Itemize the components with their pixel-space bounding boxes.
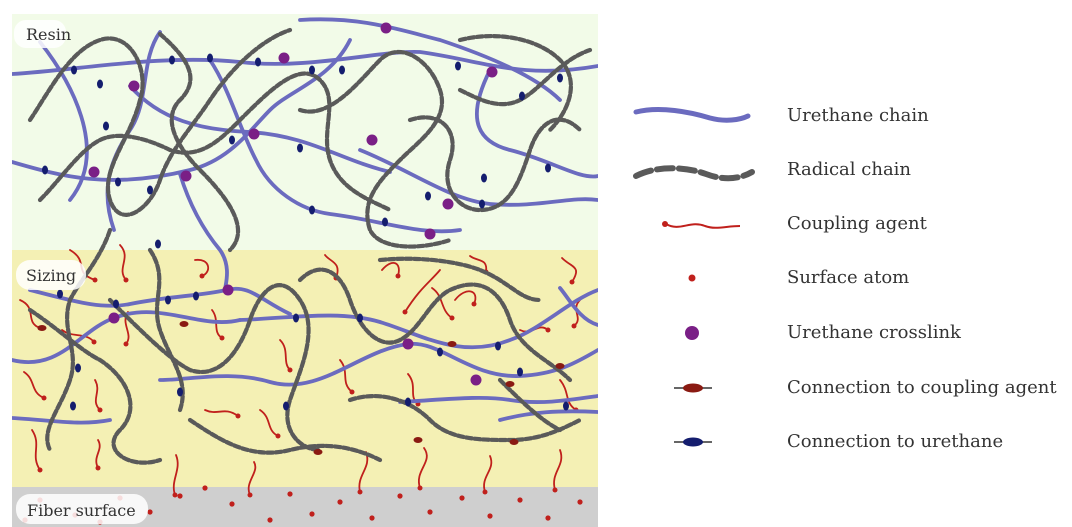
svg-text:Urethane chain: Urethane chain: [787, 105, 929, 126]
radical-chain: [107, 283, 323, 453]
radical-chain: [187, 417, 383, 463]
radical-chain: [497, 377, 563, 433]
coupling-agent: [404, 269, 441, 313]
coupling-agent: [483, 455, 493, 493]
radical-chain: [297, 49, 453, 249]
coupling-agent: [279, 339, 291, 371]
svg-text:Coupling agent: Coupling agent: [787, 213, 928, 234]
radical-chain: [297, 267, 573, 383]
radical-chain: [27, 27, 293, 217]
legend-item-urethane-chain: Urethane chain: [633, 105, 929, 126]
coupling-agent: [119, 244, 127, 281]
urethane-crosslinks: [88, 22, 498, 386]
urethane-chain: [38, 40, 89, 202]
coupling-agent: [417, 447, 428, 489]
coupling-agents: [19, 244, 581, 496]
surface-atom-icon: [688, 274, 696, 282]
coupling-agent: [454, 290, 477, 305]
coupling-agent-icon: [662, 221, 741, 229]
urethane-chain: [12, 38, 352, 182]
coupling-agent: [431, 287, 453, 319]
radical-chain: [407, 115, 583, 213]
urethane-chain: [558, 286, 598, 327]
urethane-chain: [398, 394, 598, 404]
svg-text:Connection to coupling agent: Connection to coupling agent: [787, 377, 1057, 398]
resin-label: Resin: [14, 20, 71, 48]
legend-item-urethane-crosslink: Urethane crosslink: [685, 322, 962, 343]
urethane-chain: [12, 49, 598, 76]
svg-text:Sizing: Sizing: [26, 266, 76, 285]
radical-chain: [347, 394, 583, 443]
coupling-agent: [172, 454, 179, 496]
coupling-agent: [339, 359, 353, 393]
legend-item-radical-chain: Radical chain: [633, 159, 911, 182]
urethane-chain: [12, 416, 112, 425]
urethane-crosslink-icon: [685, 326, 699, 340]
coupling-agent: [561, 257, 577, 283]
urethane-chain: [475, 68, 598, 179]
legend: Urethane chain Radical chain Coupling ag…: [633, 105, 1057, 452]
coupling-agent: [247, 461, 257, 496]
legend-item-coupling-agent: Coupling agent: [662, 213, 928, 234]
coupling-agent: [61, 329, 95, 343]
radical-chain: [457, 47, 593, 107]
coupling-agent: [23, 371, 45, 399]
urethane-chain: [358, 148, 598, 207]
coupling-agent: [95, 439, 101, 469]
connection-coupling-icon: [674, 383, 712, 393]
coupling-agent-ends: [37, 269, 579, 498]
coupling-agent: [469, 255, 488, 273]
coupling-agent: [94, 379, 101, 411]
coupling-agent: [573, 299, 581, 327]
svg-text:Connection to urethane: Connection to urethane: [787, 431, 1003, 452]
svg-text:Fiber surface: Fiber surface: [27, 501, 136, 520]
fiber-surface-label: Fiber surface: [16, 494, 148, 524]
sizing-label: Sizing: [16, 260, 86, 290]
urethane-chain: [298, 17, 562, 102]
legend-item-connection-coupling: Connection to coupling agent: [674, 377, 1057, 398]
coupling-agent: [553, 449, 563, 491]
radical-chain: [147, 247, 185, 413]
radical-chain: [157, 31, 241, 253]
coupling-agent: [559, 379, 577, 411]
urethane-connections: [42, 53, 569, 411]
legend-item-surface-atom: Surface atom: [688, 267, 909, 288]
coupling-agent: [204, 409, 239, 417]
coupling-agent: [211, 309, 223, 339]
svg-text:Urethane crosslink: Urethane crosslink: [787, 322, 962, 343]
urethane-chain-icon: [633, 107, 751, 123]
urethane-chain: [28, 286, 292, 316]
coupling-agent: [31, 429, 41, 471]
urethane-chain: [238, 288, 598, 350]
coupling-agent: [19, 299, 41, 329]
svg-text:Resin: Resin: [26, 25, 71, 44]
radical-chains: [27, 27, 593, 465]
radical-chain: [37, 71, 393, 213]
radical-chain: [377, 256, 543, 303]
radical-chain: [457, 33, 573, 133]
urethane-chain: [178, 172, 229, 292]
radical-chain-icon: [633, 165, 755, 182]
svg-text:Radical chain: Radical chain: [787, 159, 911, 180]
urethane-chain: [208, 58, 462, 234]
coupling-connections: [37, 321, 565, 455]
coupling-agent: [381, 262, 400, 277]
legend-item-connection-urethane: Connection to urethane: [674, 431, 1003, 452]
svg-text:Surface atom: Surface atom: [787, 267, 909, 288]
radical-chain: [27, 307, 163, 465]
connection-urethane-icon: [674, 437, 712, 447]
urethane-chain: [498, 409, 598, 422]
resin-layer: [12, 14, 598, 250]
coupling-agent: [259, 409, 279, 437]
